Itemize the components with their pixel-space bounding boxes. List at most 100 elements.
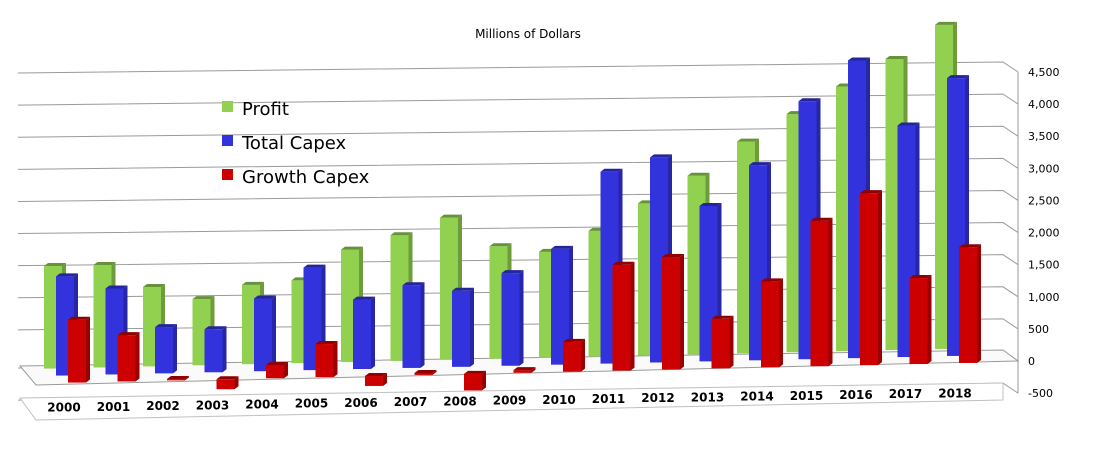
- bar-side: [828, 217, 833, 367]
- bar-top: [687, 172, 710, 176]
- bar-growth-capex: [860, 190, 882, 366]
- bar-front: [204, 329, 223, 373]
- bar-side: [432, 369, 437, 375]
- x-tick-label: 2018: [938, 386, 971, 400]
- bar-top: [848, 57, 870, 61]
- bar-side: [482, 370, 486, 391]
- bar-top: [711, 315, 734, 319]
- bar-top: [897, 122, 920, 126]
- bar-side: [222, 326, 227, 373]
- bar-side: [519, 270, 524, 366]
- bar-side: [272, 295, 276, 372]
- x-label-band: [19, 382, 1004, 421]
- bar-front: [402, 285, 421, 368]
- x-tick-label: 2012: [641, 391, 674, 405]
- legend-label: Growth Capex: [242, 167, 370, 188]
- bar-top: [464, 370, 486, 374]
- bar-front: [464, 373, 482, 391]
- bar-top: [105, 285, 128, 289]
- bar-top: [650, 154, 672, 158]
- bar-top: [810, 217, 833, 221]
- bar-front: [216, 379, 235, 390]
- bar-top: [56, 273, 78, 277]
- y-tick-label: 0: [1028, 355, 1035, 368]
- bar-top: [266, 361, 288, 365]
- bar-side: [531, 367, 536, 373]
- bar-front: [353, 299, 371, 370]
- bar-growth-capex: [68, 316, 90, 383]
- bar-top: [143, 284, 165, 288]
- bar-front: [662, 257, 680, 370]
- bar-front: [414, 372, 433, 375]
- bar-top: [935, 21, 957, 25]
- bar-front: [513, 370, 532, 373]
- bar-top: [390, 232, 413, 236]
- bar-front: [612, 264, 631, 371]
- bar-growth-capex: [365, 373, 387, 386]
- bar-front: [117, 335, 136, 382]
- bar-top: [452, 287, 474, 291]
- legend-swatch: [222, 135, 233, 146]
- bar-side: [581, 338, 585, 372]
- y-tick-label: 3,500: [1028, 130, 1060, 143]
- bar-side: [284, 361, 288, 379]
- bar-front: [167, 379, 185, 381]
- x-tick-label: 2004: [245, 398, 278, 412]
- y-tick-label: 500: [1028, 323, 1049, 336]
- bar-side: [234, 376, 239, 390]
- x-tick-label: 2016: [839, 388, 872, 402]
- y-tick-label: 3,000: [1028, 162, 1060, 175]
- bar-front: [551, 248, 569, 365]
- y-tick-label: 2,000: [1028, 227, 1060, 240]
- bar-top: [192, 296, 215, 300]
- x-tick-label: 2011: [592, 392, 625, 406]
- bar-top: [216, 376, 239, 380]
- bar-side: [729, 315, 734, 369]
- bar-side: [630, 261, 635, 371]
- bar-growth-capex: [662, 254, 684, 370]
- x-axis: 2000 2001 2002 2003 2004 2005 2006 2007 2008 2009…: [47, 386, 971, 414]
- bar-top: [600, 168, 623, 172]
- x-tick-label: 2003: [196, 398, 229, 412]
- bar-front: [959, 247, 977, 363]
- x-tick-label: 2007: [394, 395, 427, 409]
- bar-front: [909, 278, 928, 365]
- bar-side: [173, 324, 177, 374]
- bar-growth-capex: [117, 332, 140, 382]
- bar-side: [86, 316, 90, 383]
- bar-growth-capex: [315, 341, 338, 378]
- y-axis: 4,500 4,000 3,500 3,000 2,500 2,000 1,500 1,000…: [1028, 66, 1060, 400]
- gridline: [17, 222, 1019, 235]
- bar-growth-capex: [810, 217, 833, 367]
- bar-top: [68, 316, 90, 320]
- bar-side: [569, 245, 573, 365]
- bar-growth-capex: [464, 370, 486, 391]
- bar-top: [167, 376, 189, 380]
- bar-side: [333, 341, 338, 378]
- bar-top: [551, 245, 573, 249]
- bar-front: [365, 376, 383, 386]
- bar-top: [341, 246, 363, 250]
- bar-top: [440, 214, 462, 218]
- bar-top: [117, 332, 140, 336]
- bar-top: [761, 278, 783, 282]
- bar-total-capex: [204, 326, 227, 373]
- bar-top: [860, 190, 882, 194]
- bar-top: [242, 281, 264, 285]
- bar-front: [315, 344, 334, 378]
- x-tick-label: 2008: [443, 394, 476, 408]
- bar-top: [749, 162, 771, 166]
- bar-top: [353, 296, 375, 300]
- legend-swatch: [222, 101, 233, 112]
- bar-top: [798, 98, 821, 102]
- bar-growth-capex: [513, 367, 536, 373]
- bar-front: [452, 290, 470, 367]
- bar-front: [155, 327, 173, 374]
- bar-top: [699, 202, 722, 206]
- x-tick-label: 2005: [295, 397, 328, 411]
- bar-top: [204, 326, 227, 330]
- bars: [44, 21, 981, 391]
- bar-front: [501, 273, 520, 366]
- x-tick-label: 2006: [344, 396, 377, 410]
